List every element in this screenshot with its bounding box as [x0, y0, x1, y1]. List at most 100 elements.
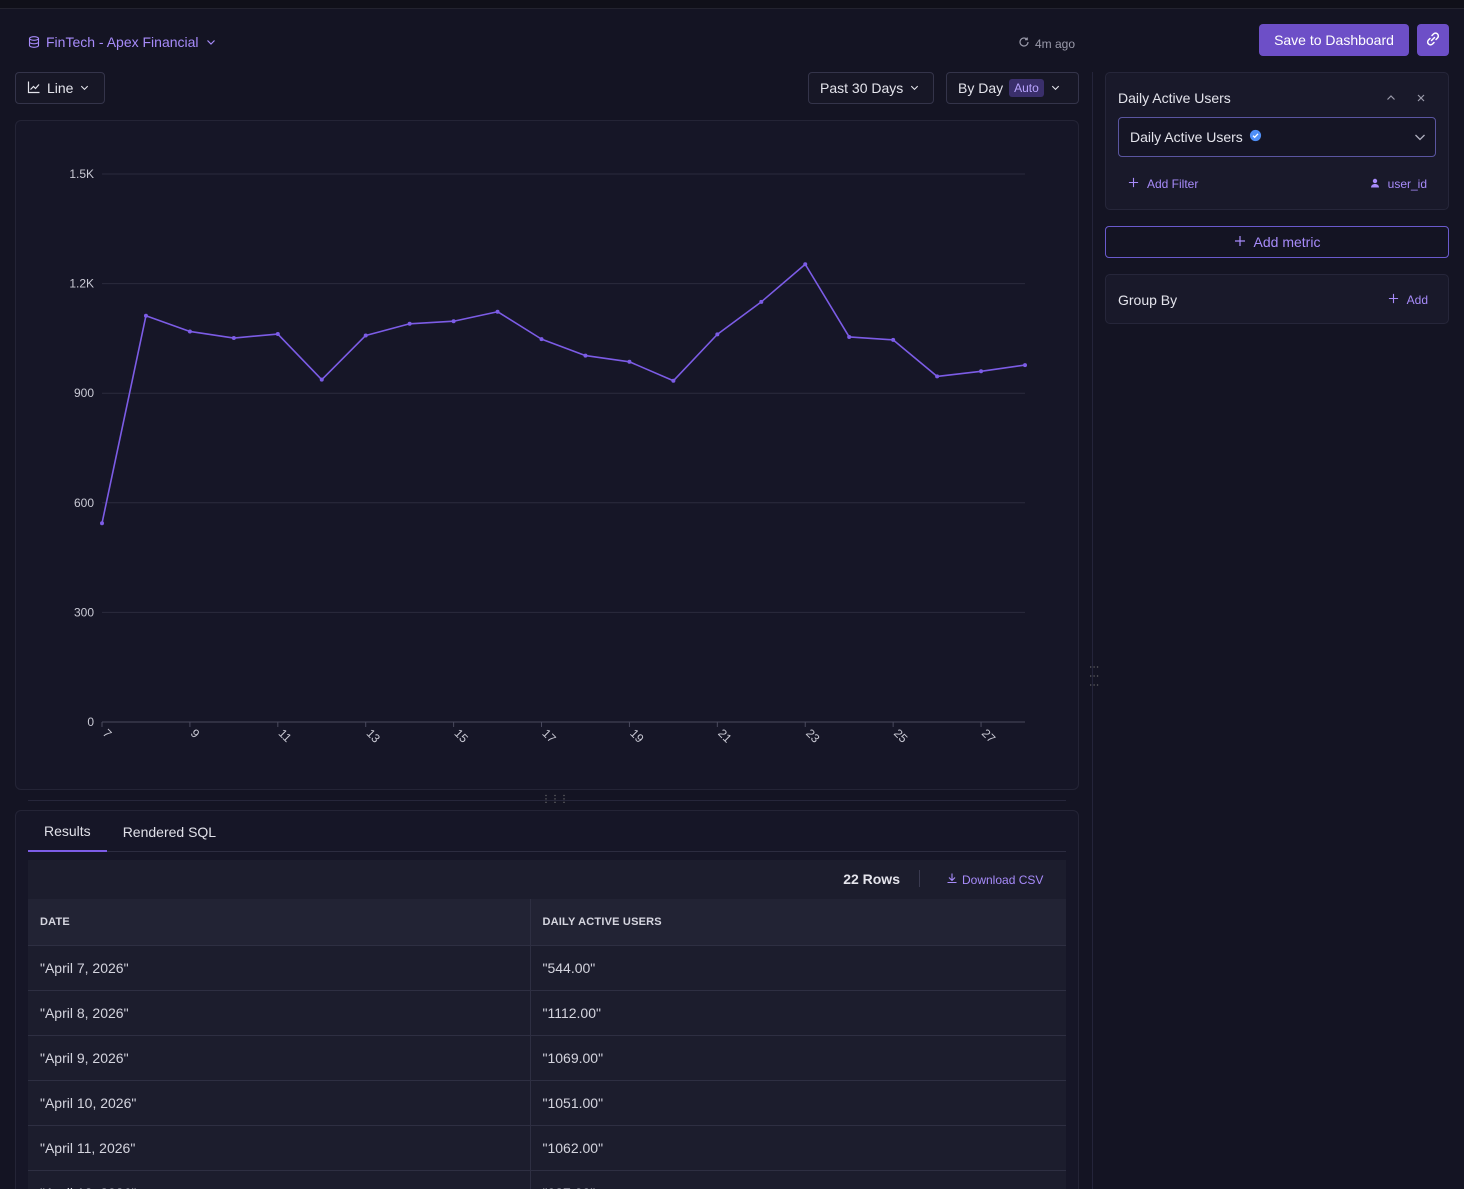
- metric-card: Daily Active Users Daily Active Users Ad…: [1105, 72, 1449, 210]
- verified-icon: [1249, 129, 1262, 145]
- database-icon: [28, 36, 40, 48]
- results-toolbar: 22 Rows Download CSV: [28, 860, 1066, 899]
- chart-type-selector[interactable]: Line: [15, 72, 105, 104]
- panel-divider: [28, 800, 1066, 801]
- column-header-daily-active-users[interactable]: DAILY ACTIVE USERS: [530, 899, 1066, 945]
- date-range-label: Past 30 Days: [820, 80, 904, 96]
- tab-rendered-sql[interactable]: Rendered SQL: [122, 823, 217, 840]
- granularity-selector[interactable]: By Day Auto: [946, 72, 1079, 104]
- data-point: [847, 334, 852, 339]
- results-table-container: 22 Rows Download CSV DATE DAILY ACTIVE U…: [28, 860, 1066, 1189]
- table-row: "April 12, 2026""937.00": [28, 1169, 1066, 1189]
- group-by-card: Group By Add: [1105, 274, 1449, 324]
- vertical-resize-handle[interactable]: ⋮⋮⋮: [541, 794, 569, 805]
- data-point: [979, 369, 984, 374]
- x-tick-label: 25: [891, 726, 911, 746]
- data-point: [100, 521, 104, 526]
- date-range-selector[interactable]: Past 30 Days: [808, 72, 934, 104]
- cell-value: "1069.00": [530, 1034, 1066, 1080]
- chart-type-label: Line: [47, 80, 74, 96]
- line-chart[interactable]: 0 300 600 900 1.2K 1.5K 7 9 11 13 15 17 19 21 23 25 27: [16, 121, 1080, 791]
- data-point: [143, 313, 148, 318]
- table-row: "April 10, 2026" "1051.00": [28, 1079, 1066, 1125]
- data-point: [671, 378, 676, 383]
- chevron-up-icon[interactable]: [1385, 91, 1397, 107]
- y-tick-label: 900: [74, 386, 94, 400]
- chevron-down-icon: [1413, 130, 1427, 147]
- metric-select[interactable]: Daily Active Users: [1118, 117, 1436, 157]
- download-csv-button[interactable]: Download CSV: [946, 872, 1043, 887]
- download-icon: [946, 872, 958, 887]
- refresh-icon: [1018, 36, 1030, 51]
- data-point: [187, 329, 192, 334]
- table-row: "April 11, 2026" "1062.00": [28, 1124, 1066, 1170]
- cell-date: "April 8, 2026": [28, 989, 531, 1035]
- x-tick-label: 11: [276, 726, 295, 745]
- data-point: [319, 377, 324, 382]
- refresh-status[interactable]: 4m ago: [1018, 36, 1075, 51]
- x-tick-label: 15: [451, 726, 471, 746]
- metric-card-title: Daily Active Users: [1118, 90, 1231, 106]
- table-row: "April 9, 2026" "1069.00": [28, 1034, 1066, 1080]
- table-row: "April 8, 2026" "1112.00": [28, 989, 1066, 1035]
- entity-label: user_id: [1387, 177, 1427, 191]
- group-by-add-label: Add: [1406, 293, 1428, 307]
- granularity-label: By Day: [958, 80, 1004, 96]
- cell-value: "1051.00": [530, 1079, 1066, 1125]
- add-filter-label: Add Filter: [1147, 177, 1199, 191]
- toolbar-separator: [919, 870, 920, 887]
- cell-date: "April 12, 2026": [28, 1169, 531, 1189]
- top-bar: [0, 0, 1464, 9]
- y-tick-label: 600: [74, 496, 94, 510]
- data-point: [583, 353, 588, 358]
- data-point: [935, 374, 940, 379]
- results-panel: Results Rendered SQL 22 Rows Download CS…: [15, 810, 1079, 1189]
- column-header-date[interactable]: DATE: [28, 899, 531, 945]
- data-point: [715, 332, 720, 337]
- data-point: [363, 333, 368, 338]
- database-name: FinTech - Apex Financial: [46, 34, 199, 50]
- line-chart-icon: [27, 80, 41, 97]
- x-tick-label: 19: [627, 726, 647, 746]
- copy-link-button[interactable]: [1417, 24, 1449, 56]
- x-tick-label: 13: [364, 726, 384, 746]
- row-count: 22 Rows: [843, 871, 900, 887]
- cell-date: "April 7, 2026": [28, 944, 531, 990]
- metric-select-value: Daily Active Users: [1130, 129, 1243, 145]
- refresh-time: 4m ago: [1035, 36, 1076, 51]
- add-metric-button[interactable]: Add metric: [1105, 226, 1449, 258]
- data-point: [275, 332, 280, 337]
- save-to-dashboard-button[interactable]: Save to Dashboard: [1259, 24, 1409, 56]
- tab-results[interactable]: Results: [28, 811, 107, 852]
- add-metric-label: Add metric: [1253, 234, 1321, 250]
- chevron-down-icon: [205, 36, 217, 48]
- x-tick-label: 9: [188, 726, 203, 741]
- data-point: [759, 299, 764, 304]
- horizontal-resize-handle[interactable]: ⋮⋮⋮: [1088, 662, 1099, 689]
- data-point: [451, 319, 456, 324]
- cell-date: "April 9, 2026": [28, 1034, 531, 1080]
- x-tick-label: 7: [100, 726, 115, 741]
- group-by-add-button[interactable]: Add: [1388, 293, 1428, 307]
- auto-badge: Auto: [1009, 79, 1044, 97]
- user-icon: [1370, 177, 1380, 191]
- database-selector[interactable]: FinTech - Apex Financial: [28, 34, 217, 50]
- entity-indicator: user_id: [1370, 177, 1427, 191]
- close-icon[interactable]: [1415, 91, 1427, 107]
- x-tick-label: 21: [715, 726, 735, 746]
- data-point: [803, 262, 808, 267]
- chevron-down-icon: [79, 80, 90, 96]
- link-icon: [1424, 30, 1442, 51]
- data-point: [1023, 363, 1027, 368]
- chevron-down-icon: [1050, 80, 1061, 96]
- x-tick-label: 23: [803, 726, 823, 746]
- series-line: [101, 263, 1026, 524]
- chevron-down-icon: [909, 80, 920, 96]
- table-header-row: DATE DAILY ACTIVE USERS: [28, 899, 1066, 945]
- data-point: [407, 321, 412, 326]
- results-table: DATE DAILY ACTIVE USERS "April 7, 2026" "…: [28, 899, 1066, 1189]
- cell-date: "April 10, 2026": [28, 1079, 531, 1125]
- add-filter-button[interactable]: Add Filter: [1128, 177, 1198, 191]
- plus-icon: [1388, 293, 1399, 307]
- x-tick-label: 17: [539, 726, 559, 746]
